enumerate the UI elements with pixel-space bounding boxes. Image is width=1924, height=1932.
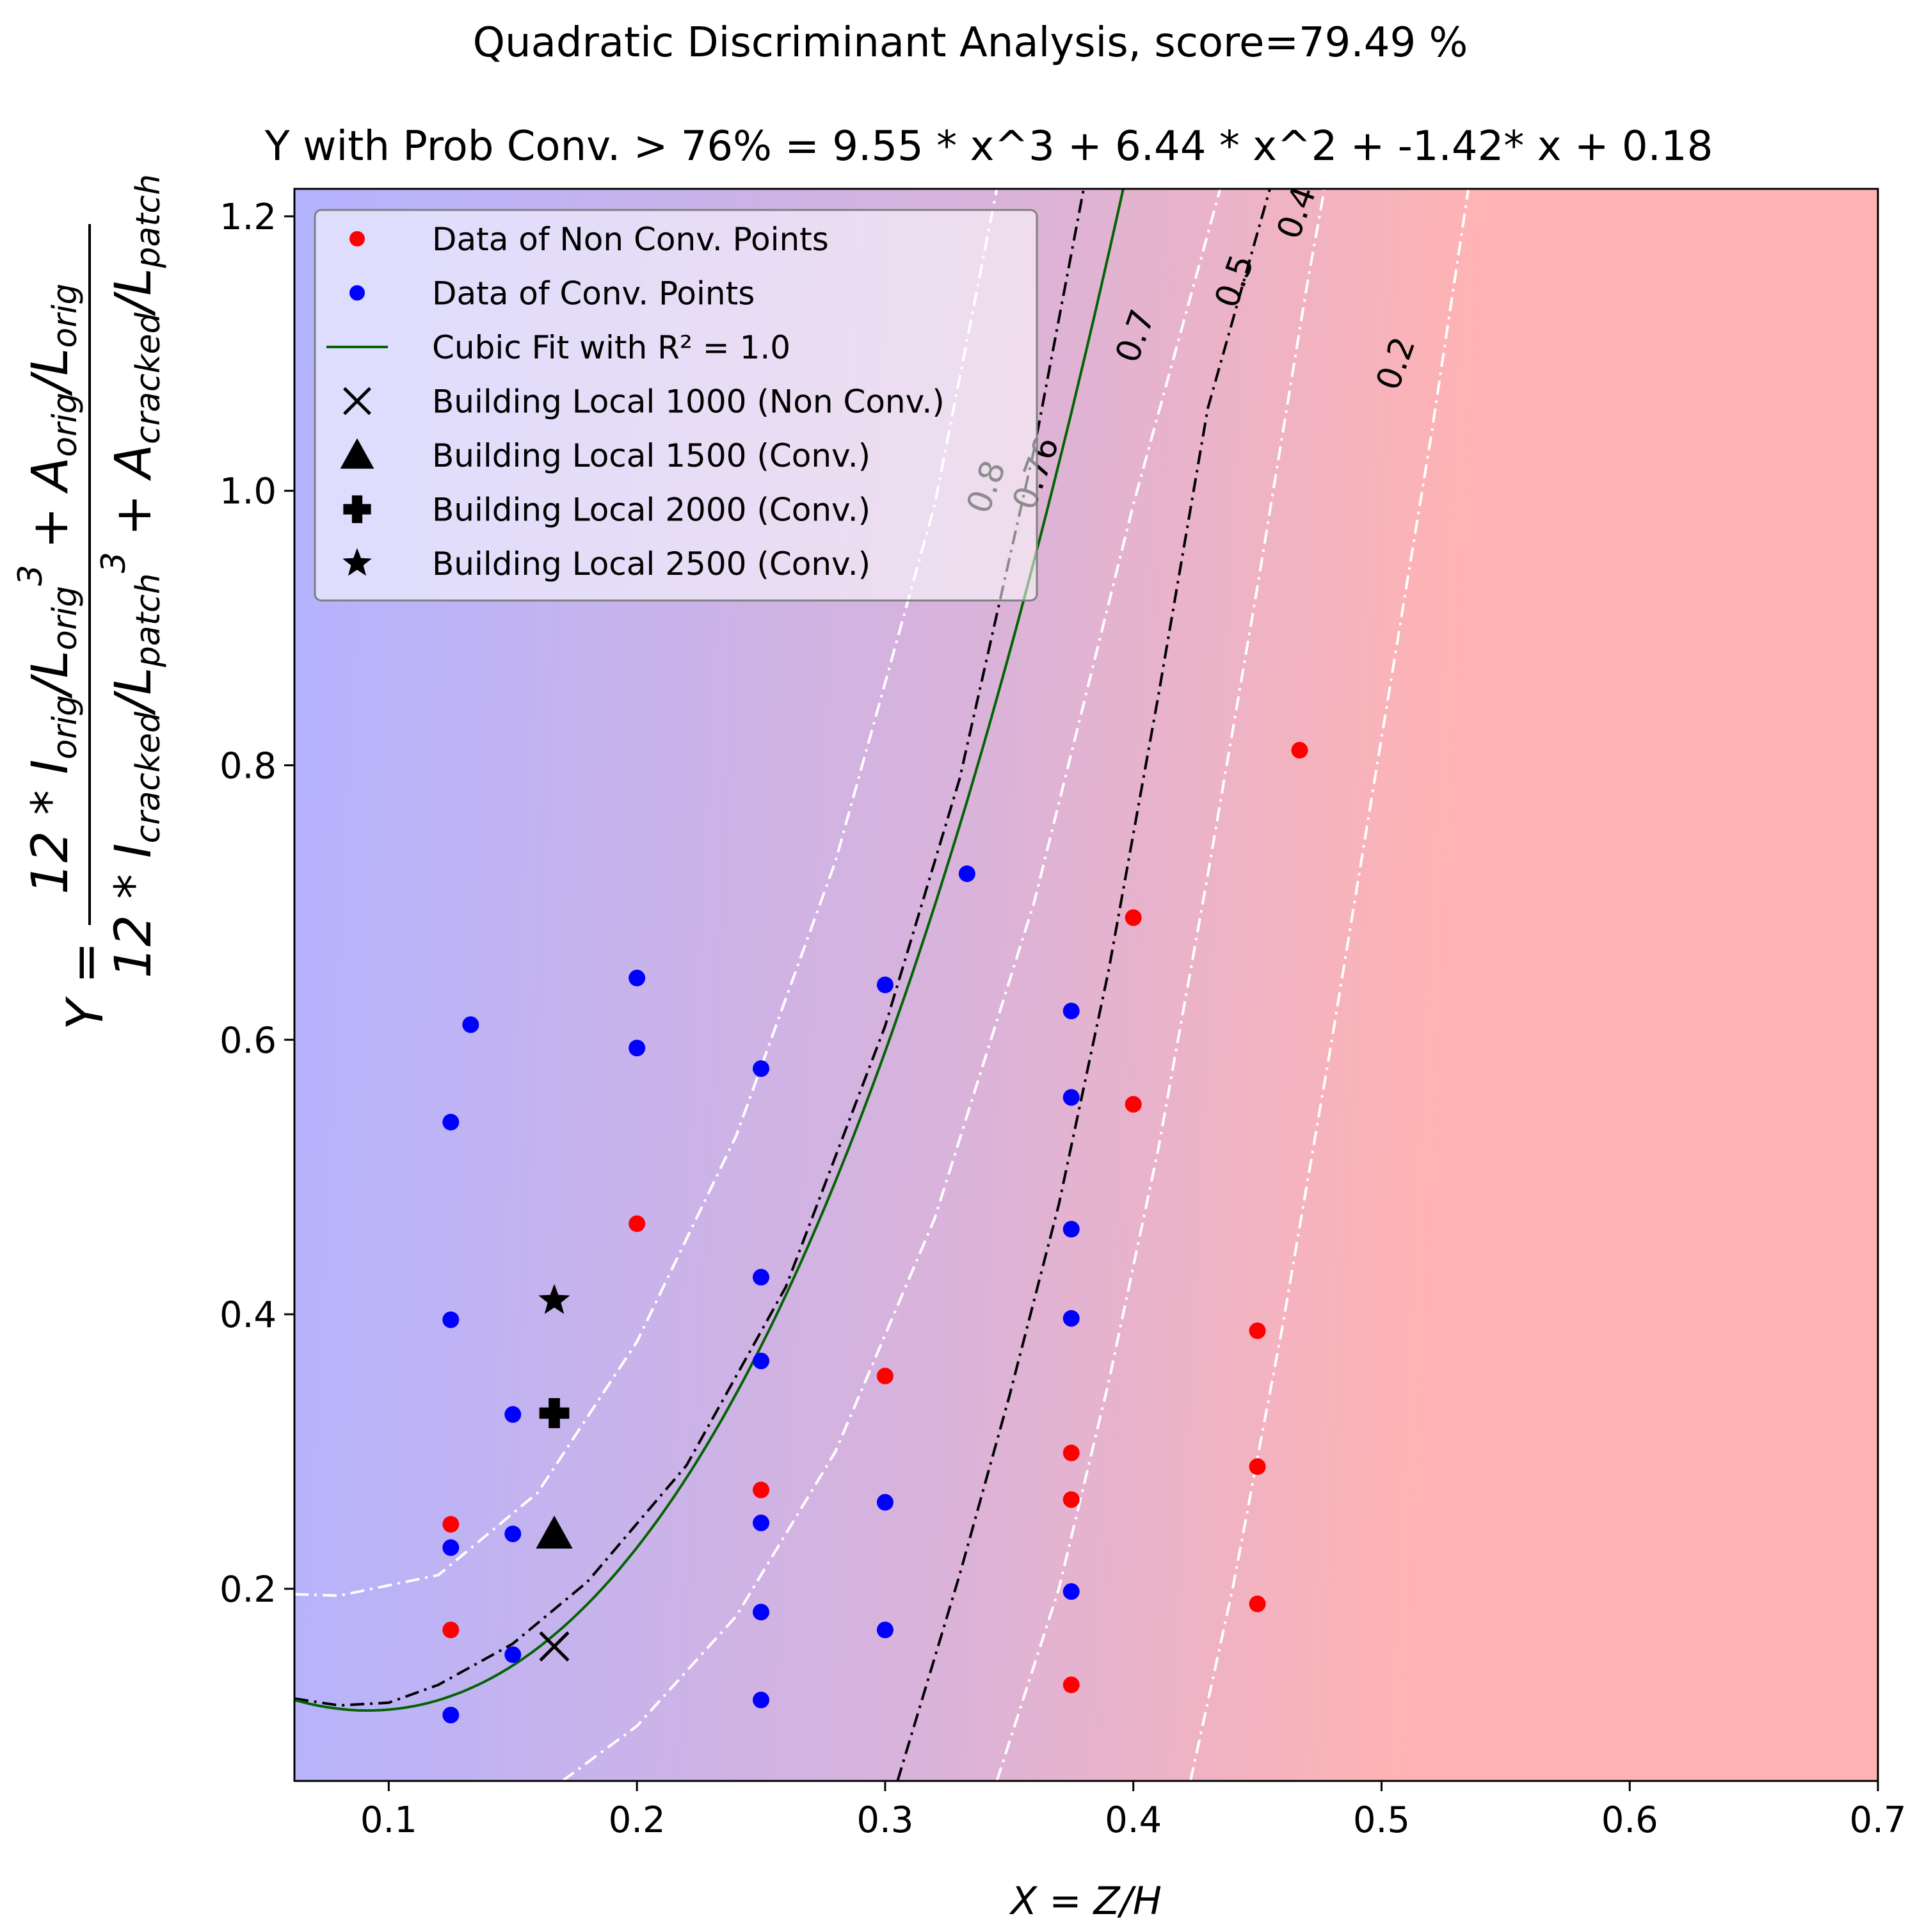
legend-label: Building Local 2000 (Conv.) — [432, 492, 870, 529]
x-axis-label: X = Z/H — [1009, 1879, 1162, 1924]
x-tick-label: 0.7 — [1849, 1799, 1906, 1841]
nonconv-point-0 — [442, 1516, 460, 1533]
chart-title: Quadratic Discriminant Analysis, score=7… — [473, 19, 1468, 67]
nonconv-point-3 — [753, 1481, 770, 1499]
conv-point-17 — [876, 1493, 894, 1511]
legend-marker-x — [343, 387, 371, 415]
legend-marker-plus — [343, 495, 371, 524]
nonconv-point-1 — [442, 1622, 460, 1639]
conv-point-15 — [753, 1691, 770, 1709]
y-tick-label: 0.4 — [220, 1294, 277, 1336]
chart-subtitle: Y with Prob Conv. > 76% = 9.55 * x^3 + 6… — [264, 123, 1713, 170]
conv-point-12 — [753, 1352, 770, 1369]
nonconv-point-4 — [876, 1367, 894, 1385]
legend-label: Data of Non Conv. Points — [432, 221, 829, 258]
cubic-fit-line — [294, 189, 1125, 1712]
legend-marker-star — [342, 548, 372, 576]
y-tick-label: 0.6 — [220, 1020, 277, 1061]
axes-frame — [293, 188, 1879, 1782]
legend-label: Building Local 1000 (Non Conv.) — [432, 383, 945, 421]
nonconv-point-9 — [1125, 1096, 1142, 1113]
conv-point-5 — [504, 1406, 522, 1423]
contour-line-0-2 — [1189, 189, 1470, 1781]
building-marker-star — [538, 1284, 570, 1314]
x-tick-label: 0.1 — [360, 1799, 417, 1841]
y-tick-label: 0.2 — [220, 1569, 277, 1611]
contour-line-0-5 — [896, 189, 1271, 1781]
nonconv-point-5 — [1062, 1444, 1080, 1461]
conv-point-22 — [1062, 1221, 1080, 1238]
conv-point-13 — [753, 1514, 770, 1531]
svg-text:Y =: Y = — [57, 942, 115, 1030]
conv-point-24 — [1062, 1583, 1080, 1600]
nonconv-point-11 — [1249, 1458, 1266, 1476]
conv-point-8 — [629, 969, 646, 986]
svg-text:12 * Icracked/Lpatch3 + Acrack: 12 * Icracked/Lpatch3 + Acracked/Lpatch — [95, 174, 168, 978]
conv-point-11 — [753, 1269, 770, 1286]
conv-point-3 — [442, 1707, 460, 1724]
x-axis-ticks: 0.1 0.2 0.3 0.4 0.5 0.6 0.7 — [360, 1781, 1907, 1841]
legend-label: Building Local 2500 (Conv.) — [432, 545, 870, 583]
nonconv-point-8 — [1125, 909, 1142, 926]
y-tick-label: 1.2 — [220, 197, 277, 238]
data-points — [442, 741, 1308, 1724]
building-marker-triangle — [536, 1515, 573, 1549]
plot-area — [294, 189, 1470, 1781]
legend-marker-dot — [349, 285, 365, 301]
svg-text:12 * Iorig/Lorig3 + Aorig/Lori: 12 * Iorig/Lorig3 + Aorig/Lorig — [12, 284, 84, 894]
nonconv-point-7 — [1062, 1676, 1080, 1693]
contour-line-0-8 — [294, 189, 998, 1597]
y-axis-label: Y = 12 * Iorig/Lorig3 + Aorig/Lorig 12 *… — [12, 174, 168, 1030]
legend-marker-triangle — [340, 438, 374, 469]
nonconv-point-2 — [629, 1215, 646, 1232]
building-marker-x — [539, 1631, 570, 1662]
conv-point-21 — [1062, 1089, 1080, 1106]
contour-lines — [294, 189, 1470, 1781]
nonconv-point-12 — [1249, 1595, 1266, 1613]
conv-point-9 — [629, 1040, 646, 1057]
contour-line-0-4 — [995, 189, 1326, 1781]
building-marker-plus — [539, 1398, 570, 1428]
conv-point-1 — [442, 1311, 460, 1328]
conv-point-19 — [958, 865, 975, 882]
y-axis-ticks: 0.2 0.4 0.6 0.8 1.0 1.2 — [220, 197, 294, 1611]
contour-line-0-7 — [561, 189, 1222, 1781]
conv-point-4 — [462, 1016, 479, 1033]
legend: Data of Non Conv. Points Data of Conv. Po… — [314, 209, 1038, 602]
conv-point-14 — [753, 1604, 770, 1621]
conv-point-7 — [504, 1646, 522, 1663]
conv-point-10 — [753, 1060, 770, 1077]
legend-box — [314, 209, 1038, 602]
conv-point-16 — [876, 976, 894, 994]
x-tick-label: 0.2 — [609, 1799, 666, 1841]
y-tick-label: 0.8 — [220, 745, 277, 787]
conv-point-2 — [442, 1539, 460, 1556]
conv-point-20 — [1062, 1002, 1080, 1020]
nonconv-point-6 — [1062, 1491, 1080, 1508]
x-tick-label: 0.3 — [856, 1799, 913, 1841]
legend-label: Building Local 1500 (Conv.) — [432, 437, 870, 474]
conv-point-18 — [876, 1622, 894, 1639]
legend-label: Cubic Fit with R² = 1.0 — [432, 329, 790, 366]
building-markers — [536, 1284, 573, 1662]
conv-point-0 — [442, 1113, 460, 1131]
legend-marker-dot — [349, 231, 365, 246]
x-tick-label: 0.4 — [1105, 1799, 1162, 1841]
nonconv-point-10 — [1249, 1322, 1266, 1339]
cubic-fit-layer — [294, 189, 1125, 1712]
y-tick-label: 1.0 — [220, 471, 277, 513]
x-tick-label: 0.6 — [1601, 1799, 1658, 1841]
x-tick-label: 0.5 — [1353, 1799, 1410, 1841]
contour-line-0-76 — [294, 189, 1086, 1707]
conv-point-23 — [1062, 1310, 1080, 1327]
conv-point-6 — [504, 1525, 522, 1543]
nonconv-point-13 — [1291, 741, 1308, 759]
legend-label: Data of Conv. Points — [432, 275, 755, 312]
